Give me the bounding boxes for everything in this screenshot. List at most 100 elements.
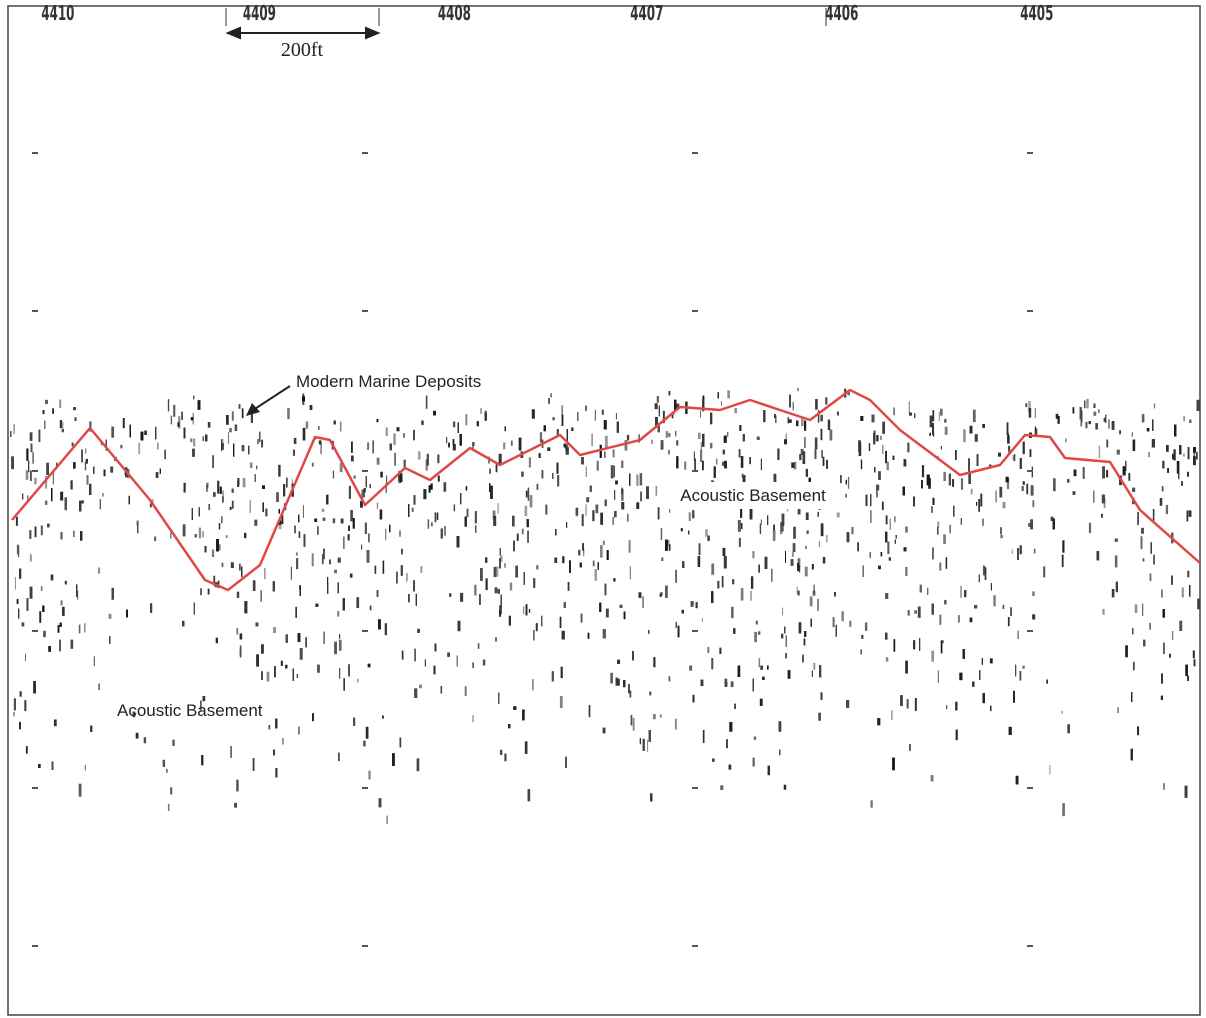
- speckle: [1133, 440, 1135, 452]
- speckle: [341, 519, 344, 524]
- speckle: [41, 586, 43, 591]
- speckle: [390, 444, 392, 451]
- speckle: [1112, 421, 1115, 430]
- speckle: [293, 450, 295, 456]
- speckle: [639, 592, 642, 597]
- speckle: [30, 587, 33, 599]
- speckle: [630, 566, 631, 579]
- speckle: [797, 388, 799, 391]
- speckle: [653, 657, 655, 667]
- speckle: [782, 608, 783, 616]
- speckle: [733, 628, 735, 633]
- speckle: [566, 447, 569, 454]
- speckle: [932, 604, 934, 615]
- speckle: [939, 615, 941, 625]
- speckle: [1093, 491, 1094, 503]
- speckle: [1058, 416, 1060, 424]
- speckle: [164, 450, 165, 459]
- dash: [32, 787, 38, 789]
- speckle: [743, 434, 745, 442]
- speckle: [666, 431, 668, 438]
- speckle: [878, 566, 881, 570]
- speckle: [1032, 500, 1034, 507]
- reflection-texture: [10, 388, 1200, 824]
- speckle: [457, 536, 460, 547]
- speckle: [144, 737, 146, 743]
- speckle: [322, 509, 325, 512]
- speckle: [94, 656, 95, 666]
- speckle: [905, 567, 907, 576]
- speckle: [815, 399, 817, 410]
- speckle: [621, 489, 623, 501]
- speckle: [630, 691, 632, 698]
- speckle: [754, 737, 757, 740]
- speckle: [722, 576, 724, 587]
- speckle: [782, 514, 785, 526]
- speckle: [1182, 588, 1184, 598]
- speckle: [25, 654, 26, 661]
- speckle: [1102, 609, 1104, 615]
- speckle: [217, 481, 219, 494]
- speckle: [536, 565, 538, 569]
- dash: [692, 470, 698, 472]
- speckle: [1161, 696, 1163, 700]
- speckle: [675, 570, 676, 583]
- speckle: [499, 454, 502, 464]
- speckle: [812, 671, 813, 677]
- speckle: [707, 536, 709, 541]
- speckle: [788, 417, 789, 423]
- speckle: [275, 719, 277, 729]
- speckle: [811, 619, 812, 627]
- speckle: [380, 510, 382, 520]
- speckle: [414, 649, 415, 662]
- speckle: [971, 489, 973, 495]
- speckle: [333, 518, 335, 523]
- speckle: [739, 449, 741, 457]
- speckle: [754, 632, 757, 642]
- speckle: [157, 443, 158, 450]
- speckle: [361, 545, 362, 550]
- speckle: [627, 514, 628, 522]
- speckle: [1030, 519, 1033, 529]
- speckle: [423, 489, 426, 499]
- speckle: [264, 568, 265, 579]
- annotation: Acoustic Basement: [117, 701, 263, 720]
- speckle: [73, 462, 76, 468]
- speckle: [295, 607, 297, 618]
- speckle: [232, 489, 234, 493]
- speckle: [52, 408, 54, 413]
- speckle: [38, 764, 41, 768]
- speckle: [1065, 438, 1066, 442]
- speckle: [675, 431, 676, 437]
- speckle: [296, 553, 298, 556]
- speckle: [640, 738, 641, 744]
- speckle: [166, 769, 168, 773]
- speckle: [412, 508, 414, 512]
- speckle: [62, 429, 64, 432]
- speckle: [1163, 609, 1165, 618]
- speckle: [1095, 423, 1098, 429]
- speckle: [419, 685, 422, 689]
- speckle: [600, 545, 603, 558]
- speckle: [1062, 540, 1064, 552]
- speckle: [212, 550, 214, 558]
- speckle: [701, 680, 704, 686]
- speckle: [775, 416, 776, 423]
- speckle: [1135, 604, 1138, 613]
- speckle: [170, 787, 172, 794]
- speckle: [1161, 673, 1163, 683]
- speckle: [1187, 571, 1189, 577]
- speckle: [557, 463, 559, 474]
- speckle: [102, 493, 103, 497]
- speckle: [1132, 628, 1133, 634]
- speckle: [555, 529, 556, 536]
- speckle: [250, 462, 253, 468]
- speckle: [203, 436, 204, 441]
- speckle: [254, 520, 257, 526]
- speckle: [293, 669, 294, 681]
- speckle: [605, 500, 607, 507]
- header-label: 4407: [630, 2, 663, 25]
- speckle: [724, 556, 727, 568]
- speckle: [577, 508, 578, 517]
- speckle: [465, 686, 467, 696]
